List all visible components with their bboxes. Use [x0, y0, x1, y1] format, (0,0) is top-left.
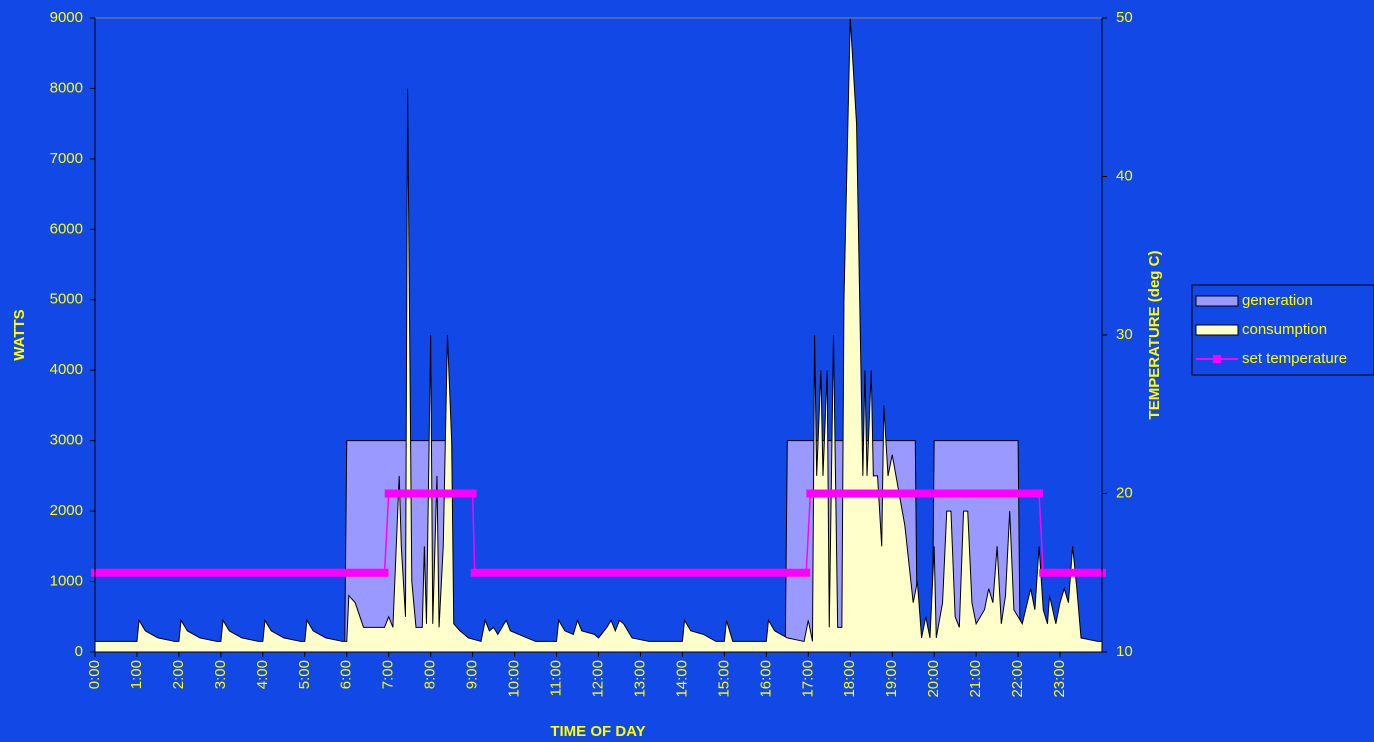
x-tick-label: 21:00 — [967, 660, 984, 698]
x-axis-title: TIME OF DAY — [550, 723, 645, 740]
y2-tick-label: 20 — [1116, 484, 1133, 501]
y2-tick-label: 40 — [1116, 167, 1133, 184]
x-tick-label: 3:00 — [212, 660, 229, 689]
legend-label: set temperature — [1242, 350, 1347, 367]
x-tick-label: 13:00 — [631, 660, 648, 698]
area-1 — [94, 17, 1103, 653]
y2-axis-title: TEMPERATURE (deg C) — [1146, 251, 1163, 420]
x-tick-label: 12:00 — [589, 660, 606, 698]
y-tick-label: 7000 — [50, 150, 83, 167]
x-tick-label: 19:00 — [883, 660, 900, 698]
x-tick-label: 6:00 — [338, 660, 355, 689]
y-tick-label: 2000 — [50, 502, 83, 519]
y-tick-label: 9000 — [50, 9, 83, 26]
y2-tick-label: 50 — [1116, 9, 1133, 26]
legend-label: generation — [1242, 292, 1313, 309]
legend-marker — [1213, 355, 1221, 363]
x-tick-label: 11:00 — [548, 660, 565, 696]
legend-swatch — [1195, 324, 1239, 336]
y-tick-label: 1000 — [50, 573, 83, 590]
y-axis-title: WATTS — [11, 309, 28, 360]
x-tick-label: 22:00 — [1009, 660, 1026, 698]
y-tick-label: 8000 — [50, 79, 83, 96]
y2-tick-label: 30 — [1116, 326, 1133, 343]
x-tick-label: 16:00 — [757, 660, 774, 698]
x-tick-label: 1:00 — [128, 660, 145, 689]
x-tick-label: 23:00 — [1051, 660, 1068, 698]
x-tick-label: 20:00 — [925, 660, 942, 698]
x-tick-label: 8:00 — [422, 660, 439, 689]
x-tick-label: 2:00 — [170, 660, 187, 689]
x-tick-label: 9:00 — [464, 660, 481, 689]
legend-swatch — [1195, 295, 1239, 307]
x-tick-label: 18:00 — [841, 660, 858, 698]
x-tick-label: 7:00 — [380, 660, 397, 689]
x-tick-label: 10:00 — [506, 660, 523, 698]
y2-tick-label: 10 — [1116, 643, 1133, 660]
x-tick-label: 4:00 — [254, 660, 271, 689]
x-tick-label: 5:00 — [296, 660, 313, 689]
y-tick-label: 0 — [75, 643, 83, 660]
legend-label: consumption — [1242, 321, 1327, 338]
y-tick-label: 4000 — [50, 361, 83, 378]
x-tick-label: 14:00 — [673, 660, 690, 698]
y-tick-label: 6000 — [50, 220, 83, 237]
y-tick-label: 5000 — [50, 291, 83, 308]
x-tick-label: 17:00 — [799, 660, 816, 698]
y-tick-label: 3000 — [50, 432, 83, 449]
x-tick-label: 0:00 — [86, 660, 103, 689]
x-tick-label: 15:00 — [715, 660, 732, 698]
